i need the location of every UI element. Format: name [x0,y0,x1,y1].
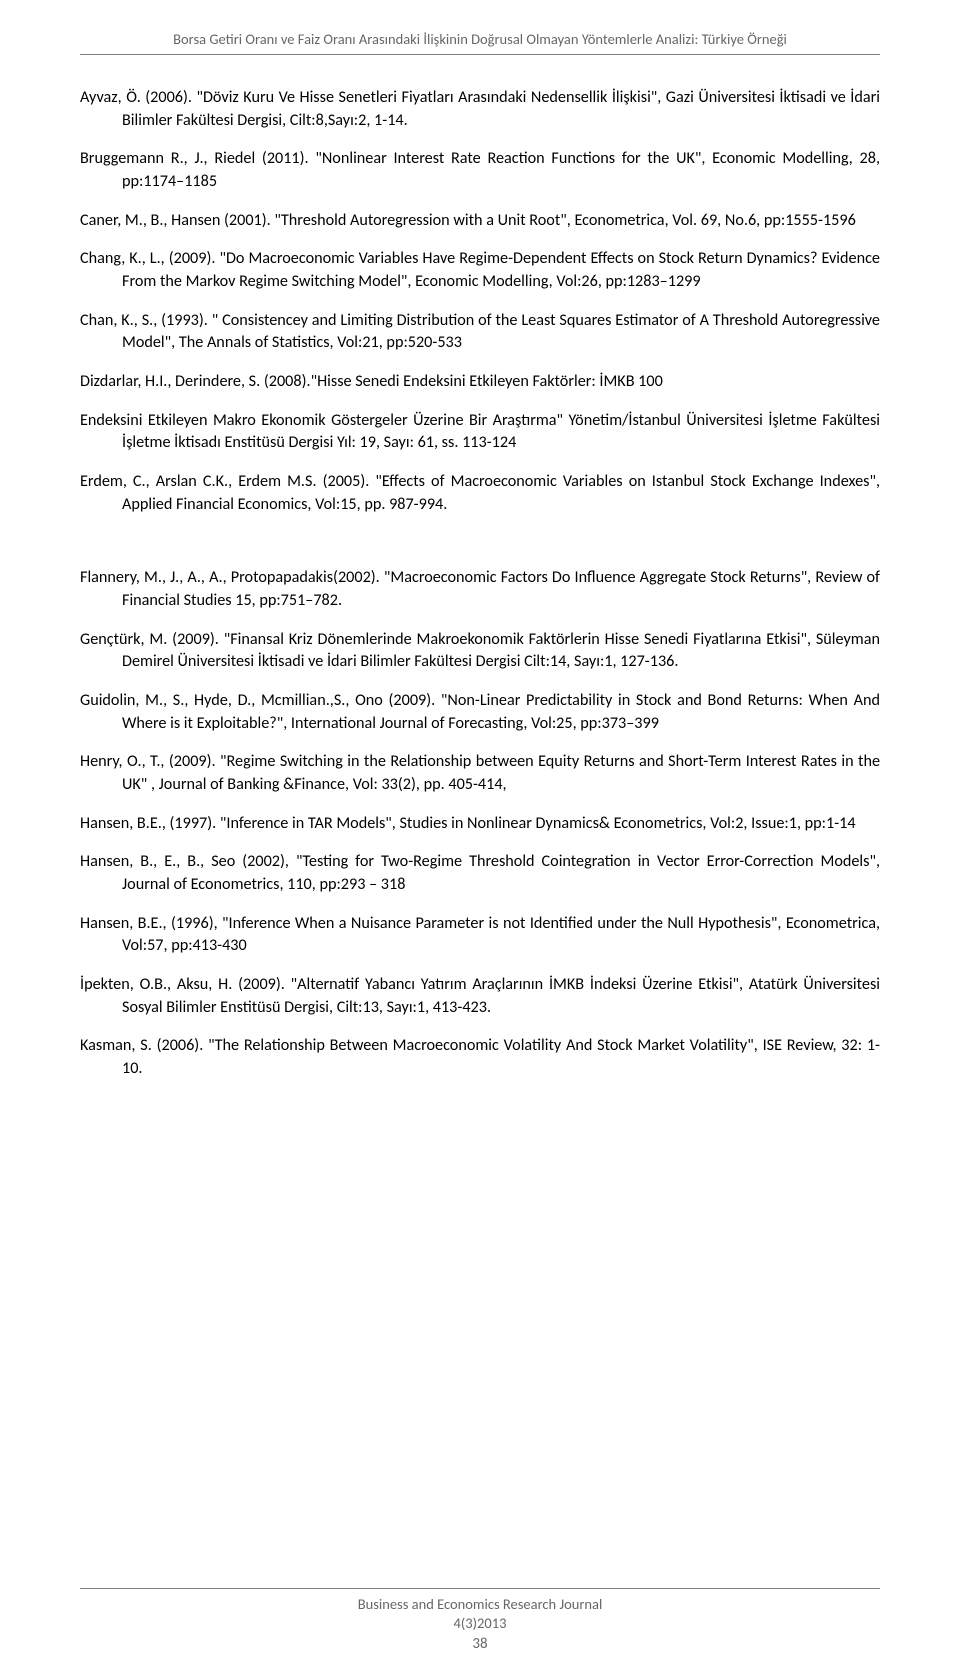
reference-item: Hansen, B.E., (1997). "Inference in TAR … [80,813,880,836]
reference-item: Erdem, C., Arslan C.K., Erdem M.S. (2005… [80,471,880,516]
reference-item: Hansen, B., E., B., Seo (2002), "Testing… [80,851,880,896]
references-list: Ayvaz, Ö. (2006). "Döviz Kuru Ve Hisse S… [80,87,880,1081]
reference-item: Guidolin, M., S., Hyde, D., Mcmillian.,S… [80,690,880,735]
reference-item: Kasman, S. (2006). "The Relationship Bet… [80,1035,880,1080]
reference-item: Chan, K., S., (1993). " Consistencey and… [80,310,880,355]
reference-item: Ayvaz, Ö. (2006). "Döviz Kuru Ve Hisse S… [80,87,880,132]
page-footer: Business and Economics Research Journal … [80,1588,880,1654]
footer-page-number: 38 [80,1634,880,1654]
reference-item: Flannery, M., J., A., A., Protopapadakis… [80,567,880,612]
reference-item: Endeksini Etkileyen Makro Ekonomik Göste… [80,410,880,455]
reference-item: Hansen, B.E., (1996), "Inference When a … [80,913,880,958]
reference-item: İpekten, O.B., Aksu, H. (2009). "Alterna… [80,974,880,1019]
reference-item: Dizdarlar, H.I., Derindere, S. (2008)."H… [80,371,880,394]
paragraph-gap [80,532,880,533]
reference-item: Caner, M., B., Hansen (2001). "Threshold… [80,210,880,233]
footer-issue: 4(3)2013 [80,1614,880,1634]
page: Borsa Getiri Oranı ve Faiz Oranı Arasınd… [0,0,960,1672]
reference-item: Bruggemann R., J., Riedel (2011). "Nonli… [80,148,880,193]
running-header: Borsa Getiri Oranı ve Faiz Oranı Arasınd… [80,30,880,55]
reference-item: Gençtürk, M. (2009). "Finansal Kriz Döne… [80,629,880,674]
reference-item: Henry, O., T., (2009). "Regime Switching… [80,751,880,796]
footer-journal: Business and Economics Research Journal [80,1595,880,1615]
reference-item: Chang, K., L., (2009). "Do Macroeconomic… [80,248,880,293]
